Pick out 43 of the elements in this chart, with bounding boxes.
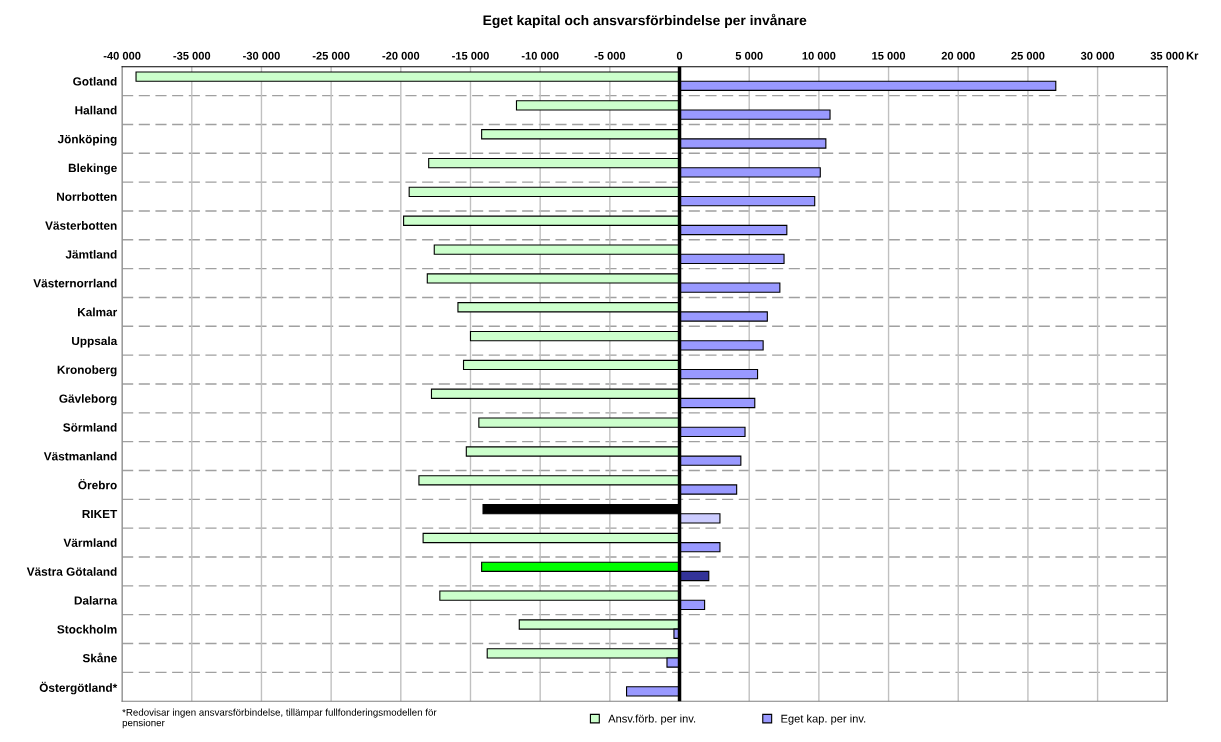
y-tick-label: Gävleborg xyxy=(59,394,117,406)
y-tick-label: Uppsala xyxy=(72,336,118,348)
x-axis-title: Kr xyxy=(1186,51,1199,60)
y-tick-label: Stockholm xyxy=(57,624,117,634)
x-tick-label: -35 000 xyxy=(173,51,211,60)
legend-label: Ansv.förb. per inv. xyxy=(608,714,696,725)
y-tick-label: Örebro xyxy=(78,479,117,490)
x-tick-label: -20 000 xyxy=(382,51,420,60)
x-tick-label: 35 000 xyxy=(1150,51,1184,60)
y-tick-label: Västerbotten xyxy=(45,221,117,230)
x-tick-label: -5 000 xyxy=(594,51,626,60)
y-tick-label: Norrbotten xyxy=(57,192,117,201)
y-tick-label: Jönköping xyxy=(57,134,117,146)
y-tick-label: Kalmar xyxy=(78,307,118,317)
y-tick-label: Värmland xyxy=(63,538,117,547)
y-tick-label: Skåne xyxy=(82,652,117,663)
y-tick-label: Halland xyxy=(75,105,117,115)
x-tick-label: 5 000 xyxy=(735,51,763,60)
chart-title: Eget kapital och ansvarsförbindelse per invånare xyxy=(483,13,807,29)
y-tick-label: Sörmland xyxy=(63,422,117,432)
x-tick-label: -10 000 xyxy=(521,51,559,60)
x-tick-label: -40 000 xyxy=(103,51,141,60)
x-tick-label: 25 000 xyxy=(1011,51,1045,60)
x-tick-label: 10 000 xyxy=(802,51,836,60)
y-tick-label: Västra Götaland xyxy=(26,567,117,576)
y-tick-label: Västmanland xyxy=(43,451,117,461)
y-tick-label: Blekinge xyxy=(68,163,117,175)
y-tick-label: Västernorrland xyxy=(33,278,117,288)
x-tick-label: -30 000 xyxy=(243,51,280,60)
x-tick-label: -25 000 xyxy=(312,51,350,60)
legend-label: Eget kap. per inv. xyxy=(781,714,866,725)
y-tick-label: Gotland xyxy=(73,76,117,86)
x-tick-label: 20 000 xyxy=(941,51,975,60)
y-tick-label: RIKET xyxy=(82,509,118,519)
x-tick-label: 30 000 xyxy=(1080,51,1115,60)
x-tick-label: -15 000 xyxy=(452,51,489,60)
y-tick-label: Jämtland xyxy=(65,249,117,259)
y-tick-label: Dalarna xyxy=(74,595,118,605)
x-tick-label: 15 000 xyxy=(872,51,906,60)
y-tick-label: Kronoberg xyxy=(57,365,117,377)
text: *Redovisar ingen ansvarsförbindelse, tillämpar fullfonderingsmodellen för pensioner xyxy=(122,708,437,729)
y-tick-label: Östergötland* xyxy=(39,681,118,695)
x-tick-label: 0 xyxy=(676,51,683,60)
